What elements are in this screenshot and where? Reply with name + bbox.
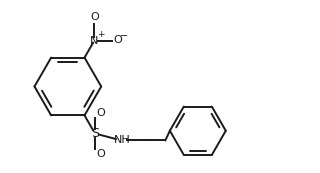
Text: S: S [91, 127, 99, 140]
Text: O: O [96, 149, 105, 159]
Text: −: − [120, 31, 128, 41]
Text: O: O [114, 35, 122, 45]
Text: NH: NH [114, 135, 130, 145]
Text: O: O [96, 108, 105, 118]
Text: N: N [90, 35, 99, 45]
Text: +: + [97, 30, 104, 39]
Text: O: O [90, 12, 99, 22]
